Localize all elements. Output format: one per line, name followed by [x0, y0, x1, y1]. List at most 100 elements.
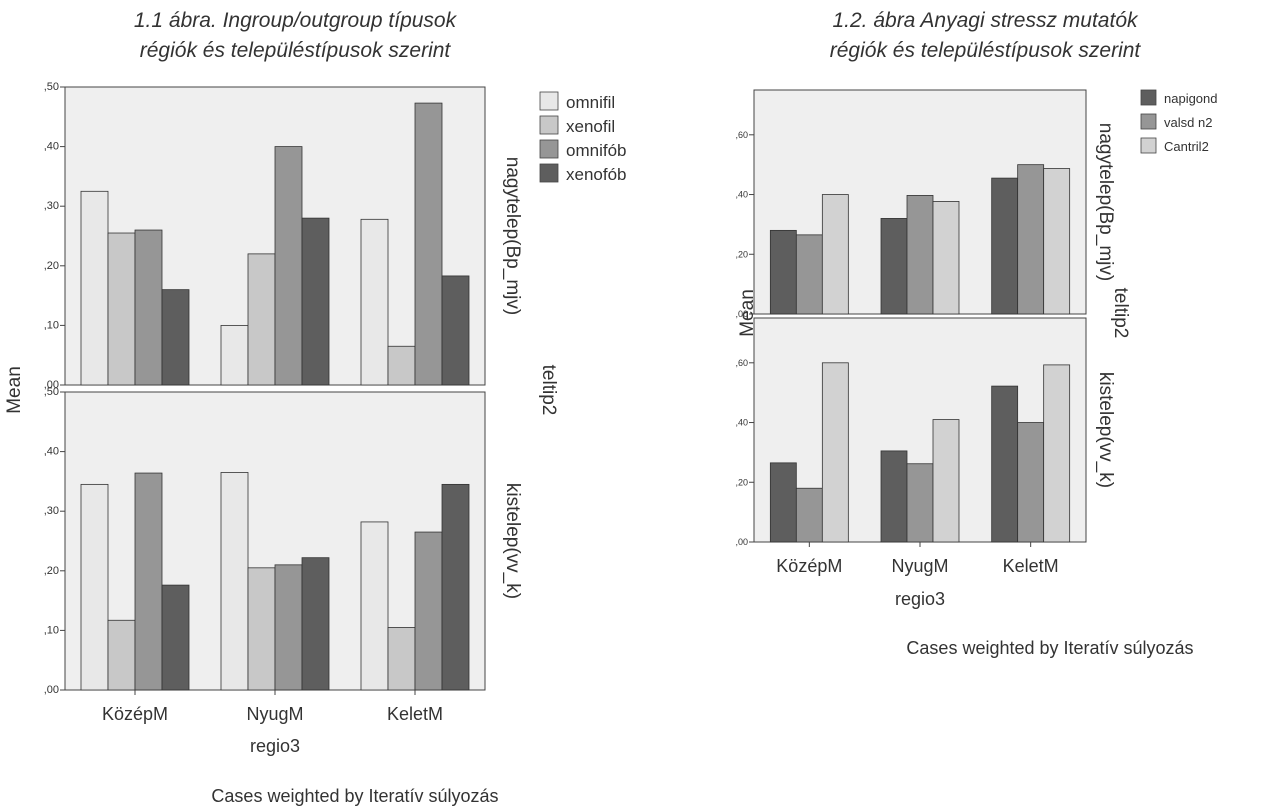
- panel-label: kistelep(vv_k): [1095, 372, 1116, 488]
- bar: [880, 218, 908, 315]
- chart-title: 1.2. ábra Anyagi stressz mutatók régiók …: [829, 9, 1141, 62]
- y-tick-label: ,20: [44, 565, 59, 577]
- chart-1-2-plot: ,00 ,20 ,40 ,60 nagytelep(Bp_mjv) ,00 ,20 ,40 ,6…: [735, 89, 1218, 658]
- y-tick-label: ,20: [735, 477, 748, 487]
- bar: [991, 177, 1019, 315]
- x-tick-label: KözépM: [776, 556, 842, 576]
- bar: [107, 232, 136, 386]
- x-tick-label: NyugM: [891, 556, 948, 576]
- panel-label: kistelep(vv_k): [502, 483, 523, 599]
- panel-variable-label: teltip2: [1110, 288, 1131, 339]
- bar: [795, 234, 823, 315]
- bar: [134, 472, 163, 691]
- bar: [821, 362, 849, 543]
- bar: [441, 275, 470, 386]
- bar: [80, 483, 109, 691]
- panel-label: nagytelep(Bp_mjv): [502, 157, 523, 315]
- x-axis-label: regio3: [895, 589, 945, 609]
- legend-label: xenofób: [566, 165, 627, 184]
- y-axis-label: Mean: [737, 289, 758, 337]
- legend-label: napigond: [1164, 91, 1218, 106]
- x-tick-label: KözépM: [102, 704, 168, 724]
- x-axis-label: regio3: [250, 736, 300, 756]
- y-tick-label: ,00: [735, 537, 748, 547]
- legend-swatch: [1140, 89, 1157, 106]
- weighting-note: Cases weighted by Iteratív súlyozás: [906, 638, 1193, 658]
- x-tick-label: NyugM: [246, 704, 303, 724]
- bar: [274, 564, 303, 691]
- bar: [247, 253, 276, 386]
- y-tick-label: ,60: [735, 130, 748, 140]
- y-tick-label: ,20: [735, 249, 748, 259]
- y-axis-label: Mean: [4, 366, 25, 414]
- legend-label: omnifil: [566, 93, 615, 112]
- bar: [387, 627, 416, 691]
- legend-swatch: [539, 91, 559, 111]
- y-tick-label: ,10: [44, 624, 59, 636]
- y-tick-label: ,10: [44, 319, 59, 331]
- bar: [301, 217, 330, 386]
- legend-label: valsd n2: [1164, 115, 1212, 130]
- bar: [932, 419, 960, 543]
- bar: [906, 463, 934, 543]
- y-tick-label: ,40: [44, 141, 59, 153]
- figure-1-2: 1.2. ábra Anyagi stressz mutatók régiók …: [690, 0, 1277, 700]
- legend-label: omnifób: [566, 141, 626, 160]
- bar: [1017, 164, 1045, 315]
- bar: [795, 487, 823, 543]
- panel-variable-label: teltip2: [538, 365, 559, 416]
- bar: [107, 619, 136, 691]
- legend-swatch: [539, 163, 559, 183]
- bar: [387, 345, 416, 386]
- bar: [414, 102, 443, 386]
- bar: [220, 472, 249, 691]
- bar: [932, 201, 960, 315]
- bar: [769, 462, 797, 543]
- bar: [301, 557, 330, 691]
- bar: [991, 385, 1019, 543]
- bar: [880, 450, 908, 543]
- bar: [360, 521, 389, 691]
- bar: [134, 229, 163, 386]
- y-tick-label: ,00: [44, 684, 59, 696]
- bar: [80, 190, 109, 386]
- bar: [1043, 364, 1071, 543]
- legend-swatch: [539, 115, 559, 135]
- bar: [161, 289, 190, 386]
- bar: [906, 195, 934, 315]
- legend-swatch: [1140, 113, 1157, 130]
- bar: [821, 194, 849, 315]
- bar: [1017, 422, 1045, 543]
- panel-label: nagytelep(Bp_mjv): [1095, 123, 1116, 281]
- legend-swatch: [539, 139, 559, 159]
- chart-1-1-plot: ,00 ,10 ,20 ,30 ,40 ,50 nagytelep(Bp_mjv) ,00 ,1…: [4, 81, 627, 806]
- weighting-note: Cases weighted by Iteratív súlyozás: [211, 786, 498, 806]
- bar: [274, 146, 303, 386]
- x-tick-label: KeletM: [1003, 556, 1059, 576]
- y-tick-label: ,30: [44, 505, 59, 517]
- figure-1-1: 1.1 ábra. Ingroup/outgroup típusok régió…: [4, 9, 627, 806]
- legend-swatch: [1140, 137, 1157, 154]
- y-tick-label: ,20: [44, 260, 59, 272]
- bar: [161, 584, 190, 691]
- y-tick-label: ,50: [44, 386, 59, 398]
- bar: [1043, 168, 1071, 315]
- y-tick-label: ,40: [735, 418, 748, 428]
- chart-title: 1.1 ábra. Ingroup/outgroup típusok régió…: [133, 9, 457, 62]
- bar: [247, 567, 276, 691]
- y-tick-label: ,00: [44, 379, 59, 391]
- y-tick-label: ,50: [44, 81, 59, 93]
- bar: [220, 324, 249, 386]
- y-tick-label: ,00: [735, 309, 748, 319]
- bar: [441, 483, 470, 691]
- y-tick-label: ,40: [44, 446, 59, 458]
- legend-label: Cantril2: [1164, 139, 1209, 154]
- y-tick-label: ,40: [735, 190, 748, 200]
- x-tick-label: KeletM: [387, 704, 443, 724]
- bar: [360, 218, 389, 386]
- legend-label: xenofil: [566, 117, 615, 136]
- bar: [414, 531, 443, 691]
- bar: [769, 229, 797, 315]
- y-tick-label: ,60: [735, 358, 748, 368]
- y-tick-label: ,30: [44, 200, 59, 212]
